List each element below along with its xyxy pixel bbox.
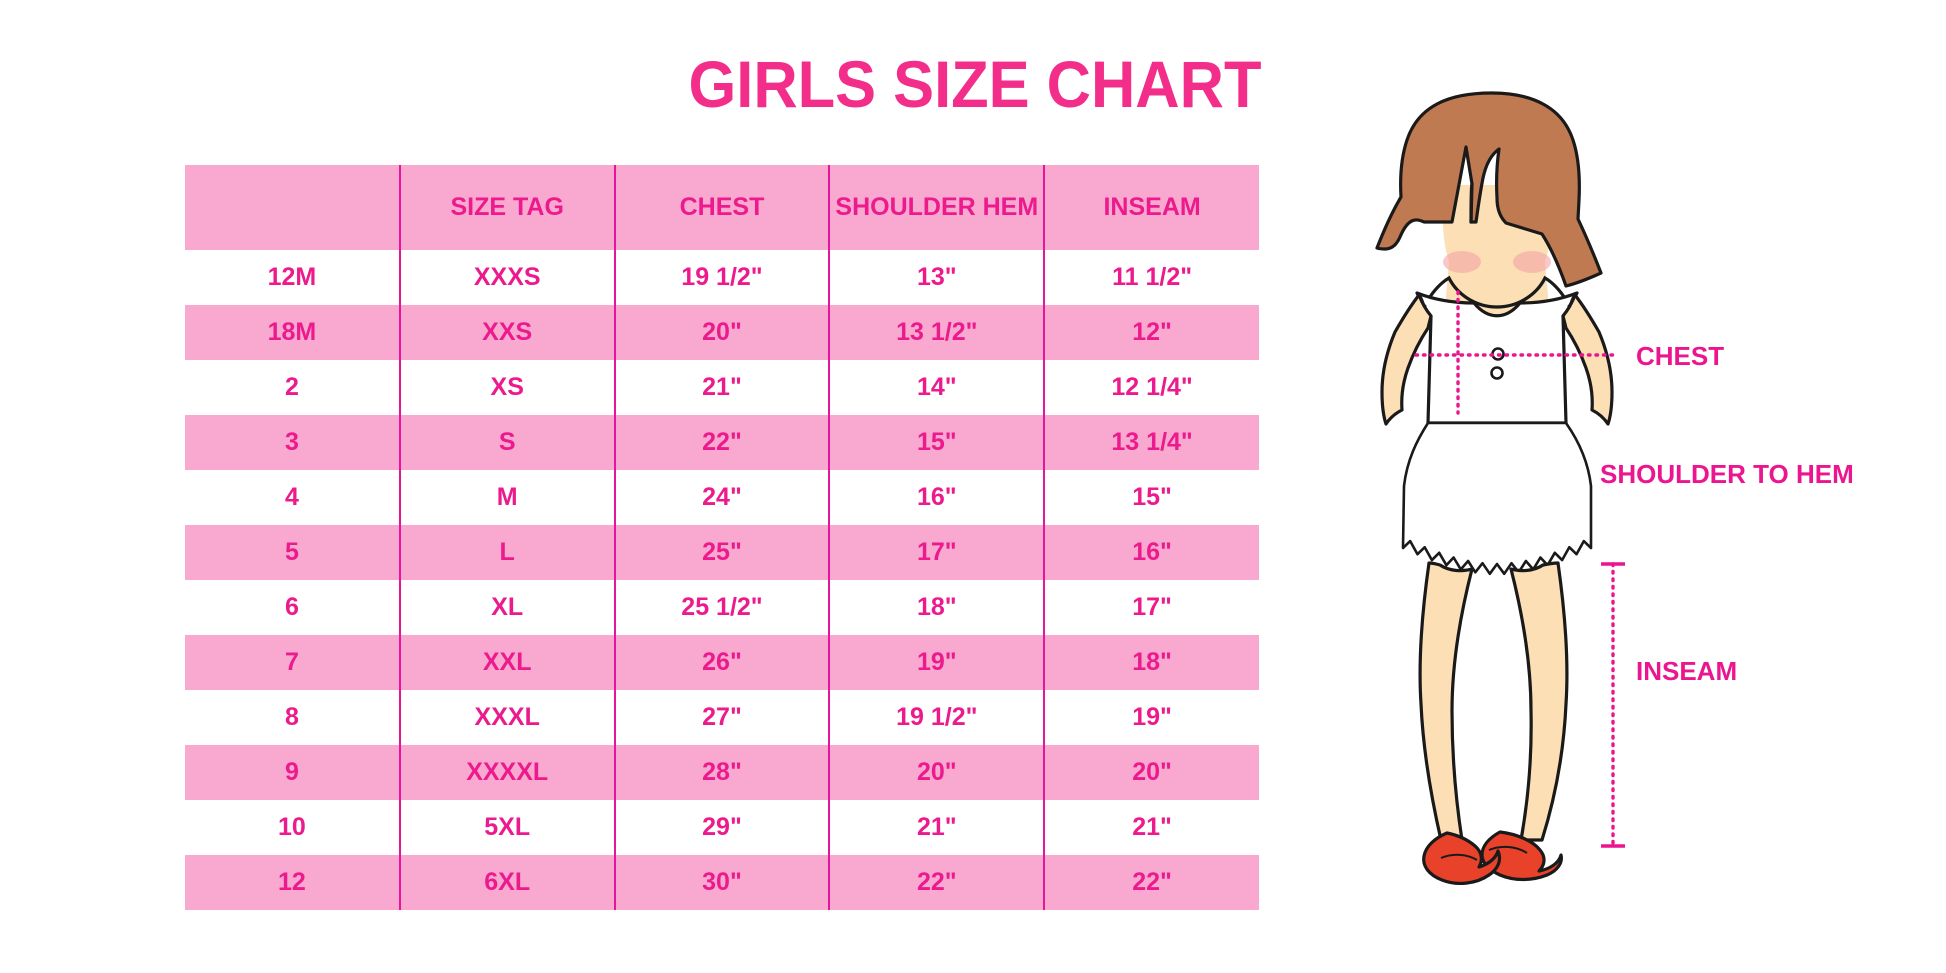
svg-text:INSEAM: INSEAM (1636, 656, 1737, 686)
svg-text:CHEST: CHEST (1636, 341, 1724, 371)
svg-text:SHOULDER TO HEM: SHOULDER TO HEM (1600, 459, 1854, 489)
